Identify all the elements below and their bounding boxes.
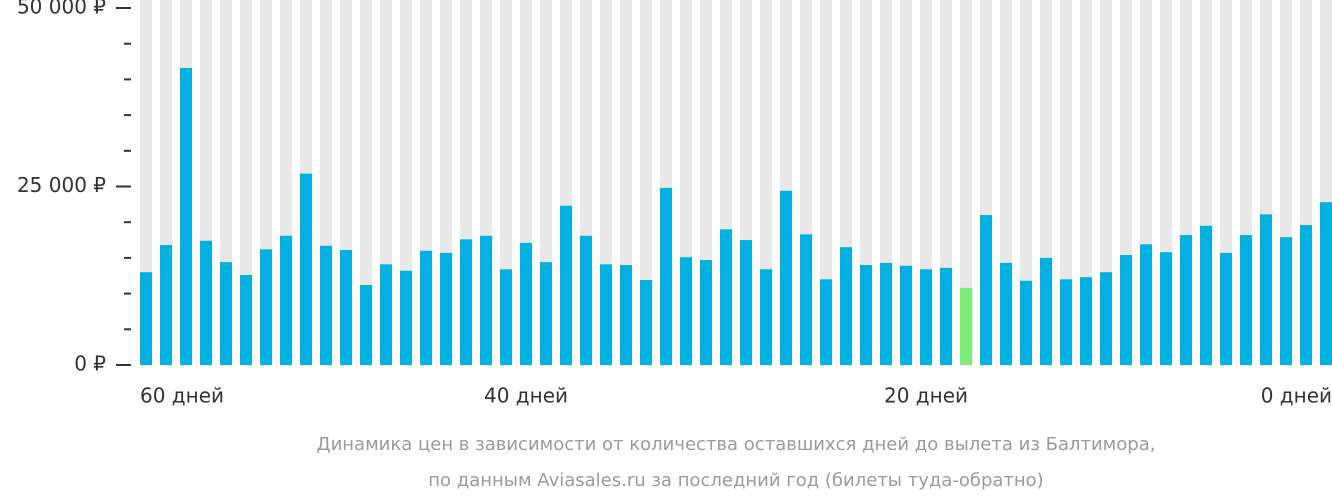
- caption: Динамика цен в зависимости от количества…: [317, 434, 1156, 455]
- bar: [520, 242, 532, 365]
- x-tick-label: 0 дней: [1261, 384, 1332, 408]
- bar: [620, 265, 632, 365]
- bar: [500, 269, 512, 365]
- bar: [800, 234, 812, 365]
- bar: [960, 287, 972, 365]
- bar: [980, 215, 992, 365]
- x-tick-label: 60 дней: [140, 384, 224, 408]
- bar-background: [1060, 0, 1072, 365]
- bar: [1300, 225, 1312, 365]
- bar: [1000, 262, 1012, 365]
- bar: [340, 250, 352, 365]
- bar: [700, 260, 712, 365]
- bar-background: [360, 0, 372, 365]
- bar: [560, 205, 572, 365]
- bar: [780, 190, 792, 365]
- x-tick-label: 20 дней: [884, 384, 968, 408]
- bar: [880, 262, 892, 365]
- x-tick-label: 40 дней: [484, 384, 568, 408]
- bar-background: [240, 0, 252, 365]
- bar: [660, 187, 672, 365]
- bar: [200, 240, 212, 365]
- bar: [1140, 244, 1152, 365]
- bar: [1060, 279, 1072, 365]
- bar-background: [960, 0, 972, 365]
- bar: [1320, 202, 1332, 365]
- bar: [360, 285, 372, 365]
- bar-background: [640, 0, 652, 365]
- bar: [840, 247, 852, 365]
- bar: [940, 267, 952, 365]
- bar: [1080, 277, 1092, 365]
- bar: [540, 262, 552, 365]
- bar: [1160, 252, 1172, 365]
- bar: [260, 249, 272, 365]
- bar: [860, 265, 872, 365]
- bar: [1260, 214, 1272, 365]
- bar: [380, 264, 392, 365]
- bar: [280, 235, 292, 365]
- bar: [160, 245, 172, 365]
- bar-background: [1080, 0, 1092, 365]
- bar: [300, 173, 312, 365]
- bar: [820, 279, 832, 365]
- caption: по данным Aviasales.ru за последний год …: [428, 470, 1043, 491]
- bar: [140, 272, 152, 365]
- bar: [1200, 225, 1212, 365]
- y-tick-label: 25 000 ₽: [17, 173, 106, 197]
- bar: [1020, 280, 1032, 365]
- bar: [680, 257, 692, 365]
- bar-background: [1020, 0, 1032, 365]
- bar: [400, 270, 412, 365]
- bar: [240, 275, 252, 365]
- bar: [640, 280, 652, 365]
- bar: [740, 240, 752, 365]
- bar: [420, 250, 432, 365]
- bar-background: [820, 0, 832, 365]
- bar: [580, 235, 592, 365]
- bar: [440, 252, 452, 365]
- bar: [1220, 252, 1232, 365]
- bar: [220, 262, 232, 365]
- bar: [480, 235, 492, 365]
- bar: [1120, 255, 1132, 365]
- bar: [1100, 272, 1112, 365]
- bar: [760, 269, 772, 365]
- bar: [920, 269, 932, 365]
- bar: [600, 264, 612, 365]
- y-tick-label: 0 ₽: [74, 352, 106, 376]
- bar: [1040, 257, 1052, 365]
- y-tick-label: 50 000 ₽: [17, 0, 106, 19]
- bar: [180, 67, 192, 365]
- bar: [1240, 235, 1252, 365]
- bar: [1180, 235, 1192, 365]
- bar: [320, 245, 332, 365]
- bar: [720, 229, 732, 365]
- bar: [900, 265, 912, 365]
- bar: [1280, 237, 1292, 365]
- bar: [460, 239, 472, 365]
